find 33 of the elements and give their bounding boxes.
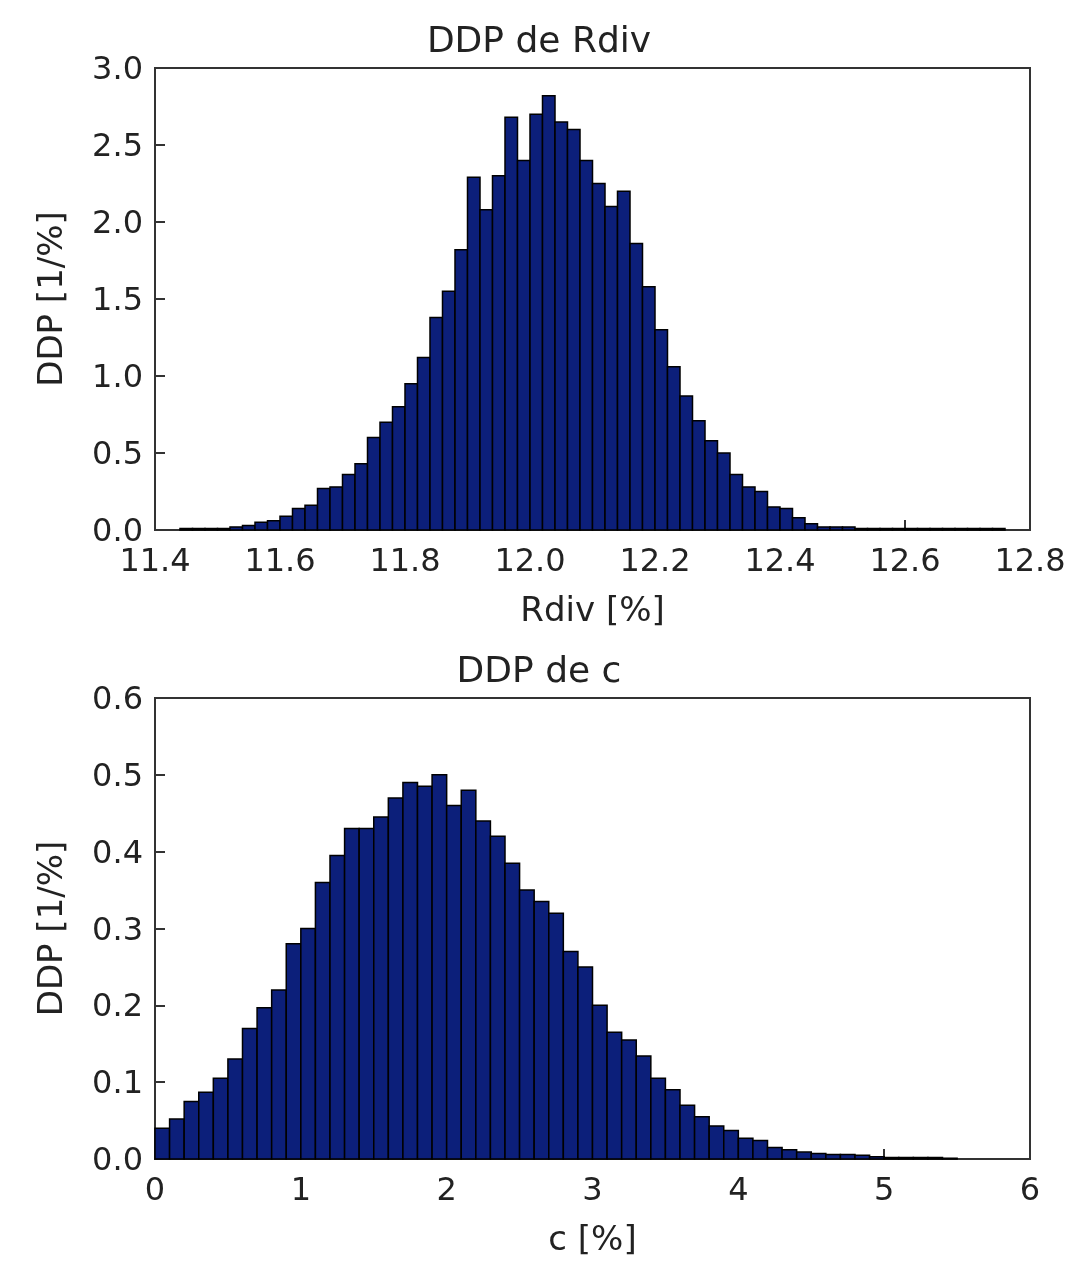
x-tick-label: 12.2 [619, 541, 691, 579]
x-tick-label: 11.8 [369, 541, 441, 579]
x-tick-label: 0 [144, 1170, 166, 1208]
x-tick-label: 1 [290, 1170, 312, 1208]
y-tick-label: 0.5 [92, 755, 143, 794]
y-axis-title: DDP [1/%] [30, 211, 70, 387]
y-tick-label: 2.5 [92, 126, 143, 164]
y-tick-label: 0.0 [92, 1140, 143, 1178]
x-tick-label: 11.6 [244, 541, 316, 579]
y-tick-label: 0.6 [92, 679, 143, 717]
x-tick-label: 12.6 [869, 541, 941, 579]
y-axis-title: DDP [1/%] [30, 840, 70, 1017]
x-tick-label: 5 [873, 1170, 895, 1208]
chart-title: DDP de c [456, 648, 622, 690]
y-tick-label: 0.3 [92, 909, 143, 948]
x-tick-label: 12.4 [744, 541, 816, 579]
x-tick-label: 6 [1019, 1170, 1041, 1208]
y-tick-label: 1.5 [92, 280, 143, 318]
y-tick-label: 0.4 [92, 832, 143, 871]
x-axis-title: c [%] [548, 1218, 637, 1258]
x-tick-label: 3 [582, 1170, 603, 1208]
y-tick-label: 0.2 [92, 986, 143, 1025]
x-axis-title: Rdiv [%] [520, 589, 665, 629]
x-tick-label: 2 [436, 1170, 457, 1208]
y-tick-label: 0.5 [92, 434, 143, 472]
x-tick-label: 12.0 [494, 541, 566, 579]
x-tick-label: 4 [728, 1170, 749, 1208]
y-tick-label: 3.0 [92, 49, 143, 87]
chart-title: DDP de Rdiv [426, 18, 652, 60]
y-tick-label: 2.0 [92, 203, 143, 241]
y-tick-label: 1.0 [92, 357, 143, 395]
x-tick-label: 12.8 [994, 541, 1066, 579]
y-tick-label: 0.1 [92, 1063, 143, 1102]
